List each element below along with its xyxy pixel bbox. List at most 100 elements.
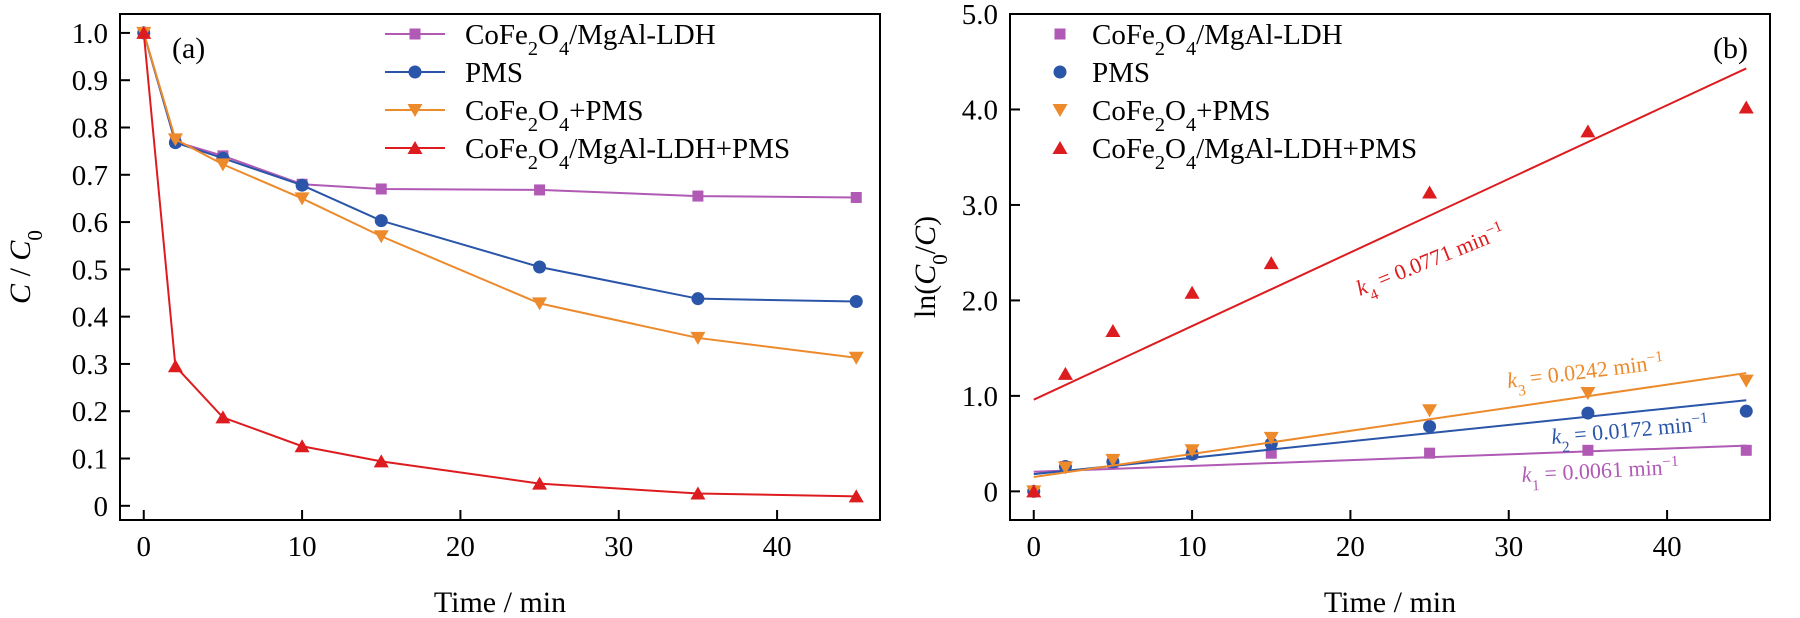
data-point <box>1052 104 1068 117</box>
text-part: −1 <box>1645 347 1663 366</box>
data-point <box>1581 406 1595 420</box>
fit-line <box>1033 399 1747 476</box>
text-part: C <box>4 283 37 304</box>
text-part: CoFe <box>1092 95 1155 127</box>
y-tick-label: 0.9 <box>72 65 108 97</box>
data-point <box>691 292 705 306</box>
text-part: 0 <box>23 230 47 241</box>
data-point <box>1053 65 1067 79</box>
y-axis-title: C / C0 <box>4 230 47 304</box>
legend-label: CoFe2O4/MgAl-LDH+PMS <box>465 133 790 174</box>
data-point <box>1424 447 1436 459</box>
data-point <box>1263 431 1279 445</box>
data-point <box>1184 285 1200 299</box>
fit-line <box>1033 67 1747 401</box>
data-point <box>136 25 152 39</box>
x-tick-label: 0 <box>137 531 152 563</box>
legend-item: PMS <box>1053 57 1150 89</box>
series-4 <box>1026 67 1754 498</box>
text-part: C <box>909 264 942 285</box>
data-point <box>373 454 389 468</box>
data-point <box>1052 141 1068 154</box>
data-point <box>374 214 388 228</box>
rate-constant-label: k1 = 0.0061 min−1 <box>1521 452 1680 494</box>
series-3 <box>136 26 864 365</box>
data-point <box>532 297 548 311</box>
y-tick-label: 4.0 <box>962 94 998 126</box>
y-tick-label: 0 <box>94 491 109 523</box>
text-part: / <box>4 261 37 284</box>
text-part: O <box>1165 95 1186 127</box>
data-point <box>690 486 706 500</box>
legend-item: CoFe2O4/MgAl-LDH+PMS <box>385 133 790 174</box>
data-point <box>1265 447 1277 459</box>
data-point <box>1739 404 1753 418</box>
text-part: /MgAl-LDH+PMS <box>1196 133 1417 165</box>
data-point <box>848 489 864 503</box>
data-point <box>1738 100 1754 114</box>
x-axis-title: Time / min <box>1324 586 1456 618</box>
y-tick-label: 0.5 <box>72 254 108 286</box>
data-point <box>1057 461 1073 475</box>
data-point <box>408 65 422 79</box>
y-tick-label: 0.3 <box>72 349 108 381</box>
data-point <box>409 28 421 40</box>
text-part: 4 <box>559 152 569 174</box>
series-line <box>142 32 857 498</box>
legend-label: PMS <box>465 57 523 89</box>
panel-tag: (a) <box>172 32 205 65</box>
text-part: /MgAl-LDH <box>1196 19 1343 51</box>
text-part: k <box>1521 461 1533 487</box>
fit-line <box>1033 444 1747 473</box>
data-point <box>1105 323 1121 337</box>
x-tick-label: 10 <box>288 531 317 563</box>
data-point <box>1057 366 1073 380</box>
panel-a: 0 10 20 30 4000.10.20.30.40.50.60.70.80.91.0… <box>4 13 881 618</box>
y-tick-label: 0.2 <box>72 396 108 428</box>
text-part: CoFe <box>465 95 528 127</box>
text-part: 2 <box>528 38 538 60</box>
series-3 <box>1026 372 1754 499</box>
text-part: / <box>909 245 942 254</box>
text-part: O <box>1165 133 1186 165</box>
data-point <box>690 331 706 345</box>
legend-label: PMS <box>1092 57 1150 89</box>
data-point <box>1263 256 1279 270</box>
y-tick-label: 0.8 <box>72 112 108 144</box>
text-part: 3 <box>1517 381 1527 399</box>
data-point <box>1026 484 1042 498</box>
data-point <box>1054 28 1066 40</box>
text-part: C <box>4 240 37 261</box>
text-part: 2 <box>528 152 538 174</box>
legend-item: CoFe2O4/MgAl-LDH+PMS <box>1052 133 1417 174</box>
plot-frame <box>119 13 881 521</box>
text-part: 4 <box>559 38 569 60</box>
data-point <box>1580 387 1596 401</box>
data-point <box>167 359 183 373</box>
text-part: 2 <box>1155 38 1165 60</box>
data-point <box>849 295 863 309</box>
text-part: PMS <box>1092 57 1150 89</box>
plot-frame <box>1009 13 1771 521</box>
text-part: O <box>538 95 559 127</box>
legend-label: CoFe2O4+PMS <box>465 95 643 136</box>
text-part: +PMS <box>1196 95 1270 127</box>
y-tick-label: 1.0 <box>72 18 108 50</box>
text-part: 4 <box>559 114 569 136</box>
data-point <box>1738 374 1754 388</box>
text-part: 2 <box>528 114 538 136</box>
y-tick-label: 5.0 <box>962 0 998 31</box>
y-tick-label: 2.0 <box>962 285 998 317</box>
text-part: −1 <box>1691 409 1709 427</box>
legend-item: CoFe2O4/MgAl-LDH <box>385 19 716 60</box>
y-tick-label: 0.4 <box>72 302 109 334</box>
legend-label: CoFe2O4/MgAl-LDH+PMS <box>1092 133 1417 174</box>
text-part: = 0.0061 min <box>1538 455 1663 486</box>
x-tick-label: 30 <box>1494 531 1523 563</box>
text-part: CoFe <box>1092 133 1155 165</box>
y-tick-label: 1.0 <box>962 381 998 413</box>
data-point <box>532 476 548 490</box>
x-tick-label: 20 <box>1336 531 1365 563</box>
text-part: CoFe <box>465 19 528 51</box>
